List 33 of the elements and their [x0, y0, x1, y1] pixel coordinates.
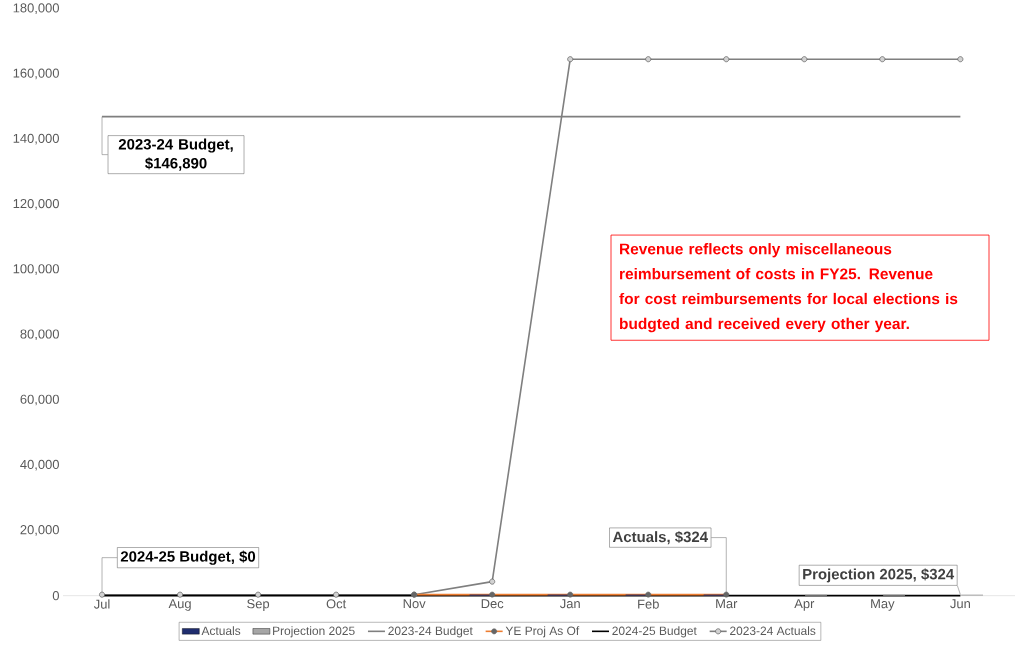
legend-label: YE Proj As Of [505, 626, 580, 638]
y-tick-label: 20,000 [20, 525, 59, 536]
y-tick-label: 0 [52, 591, 59, 601]
y-tick-label: 100,000 [13, 264, 59, 276]
annotation: 2023-24 Budget, $146,890 [118, 138, 233, 171]
x-tick-label: Dec [481, 599, 504, 609]
annotation: Actuals, $324 [612, 531, 708, 545]
x-tick-label: Oct [326, 599, 347, 609]
annotation: Revenue reflects only miscellaneous reimbursement of costs in FY25. Revenue for cost reimbursements for local elections is budgted and received every other year. [619, 243, 958, 333]
y-tick-label: 140,000 [13, 133, 59, 145]
x-tick-label: Apr [794, 599, 815, 611]
y-tick-label: 120,000 [13, 199, 59, 210]
legend-label: 2023-24 Actuals [730, 626, 816, 636]
x-tick-label: Aug [168, 599, 191, 611]
x-tick-label: Jun [950, 599, 970, 609]
x-tick-label: Mar [716, 599, 738, 609]
legend-label: 2023-24 Budget [388, 626, 473, 638]
y-tick-label: 60,000 [20, 394, 59, 406]
y-tick-label: 80,000 [20, 329, 59, 341]
y-tick-label: 180,000 [13, 3, 59, 15]
y-tick-label: 160,000 [13, 68, 59, 80]
annotation: Projection 2025, $324 [803, 568, 955, 583]
x-tick-label: May [871, 599, 895, 611]
annotation: 2024-25 Budget, $0 [120, 550, 256, 565]
x-tick-label: Jul [93, 599, 110, 609]
y-tick-label: 40,000 [20, 460, 59, 471]
x-tick-label: Feb [638, 599, 659, 609]
legend-label: 2024-25 Budget [612, 626, 697, 638]
x-tick-label: Nov [403, 599, 426, 609]
x-tick-label: Jan [559, 599, 580, 609]
legend-label: Actuals [201, 626, 241, 636]
legend-label: Projection 2025 [273, 626, 355, 638]
x-tick-label: Sep [247, 599, 270, 612]
